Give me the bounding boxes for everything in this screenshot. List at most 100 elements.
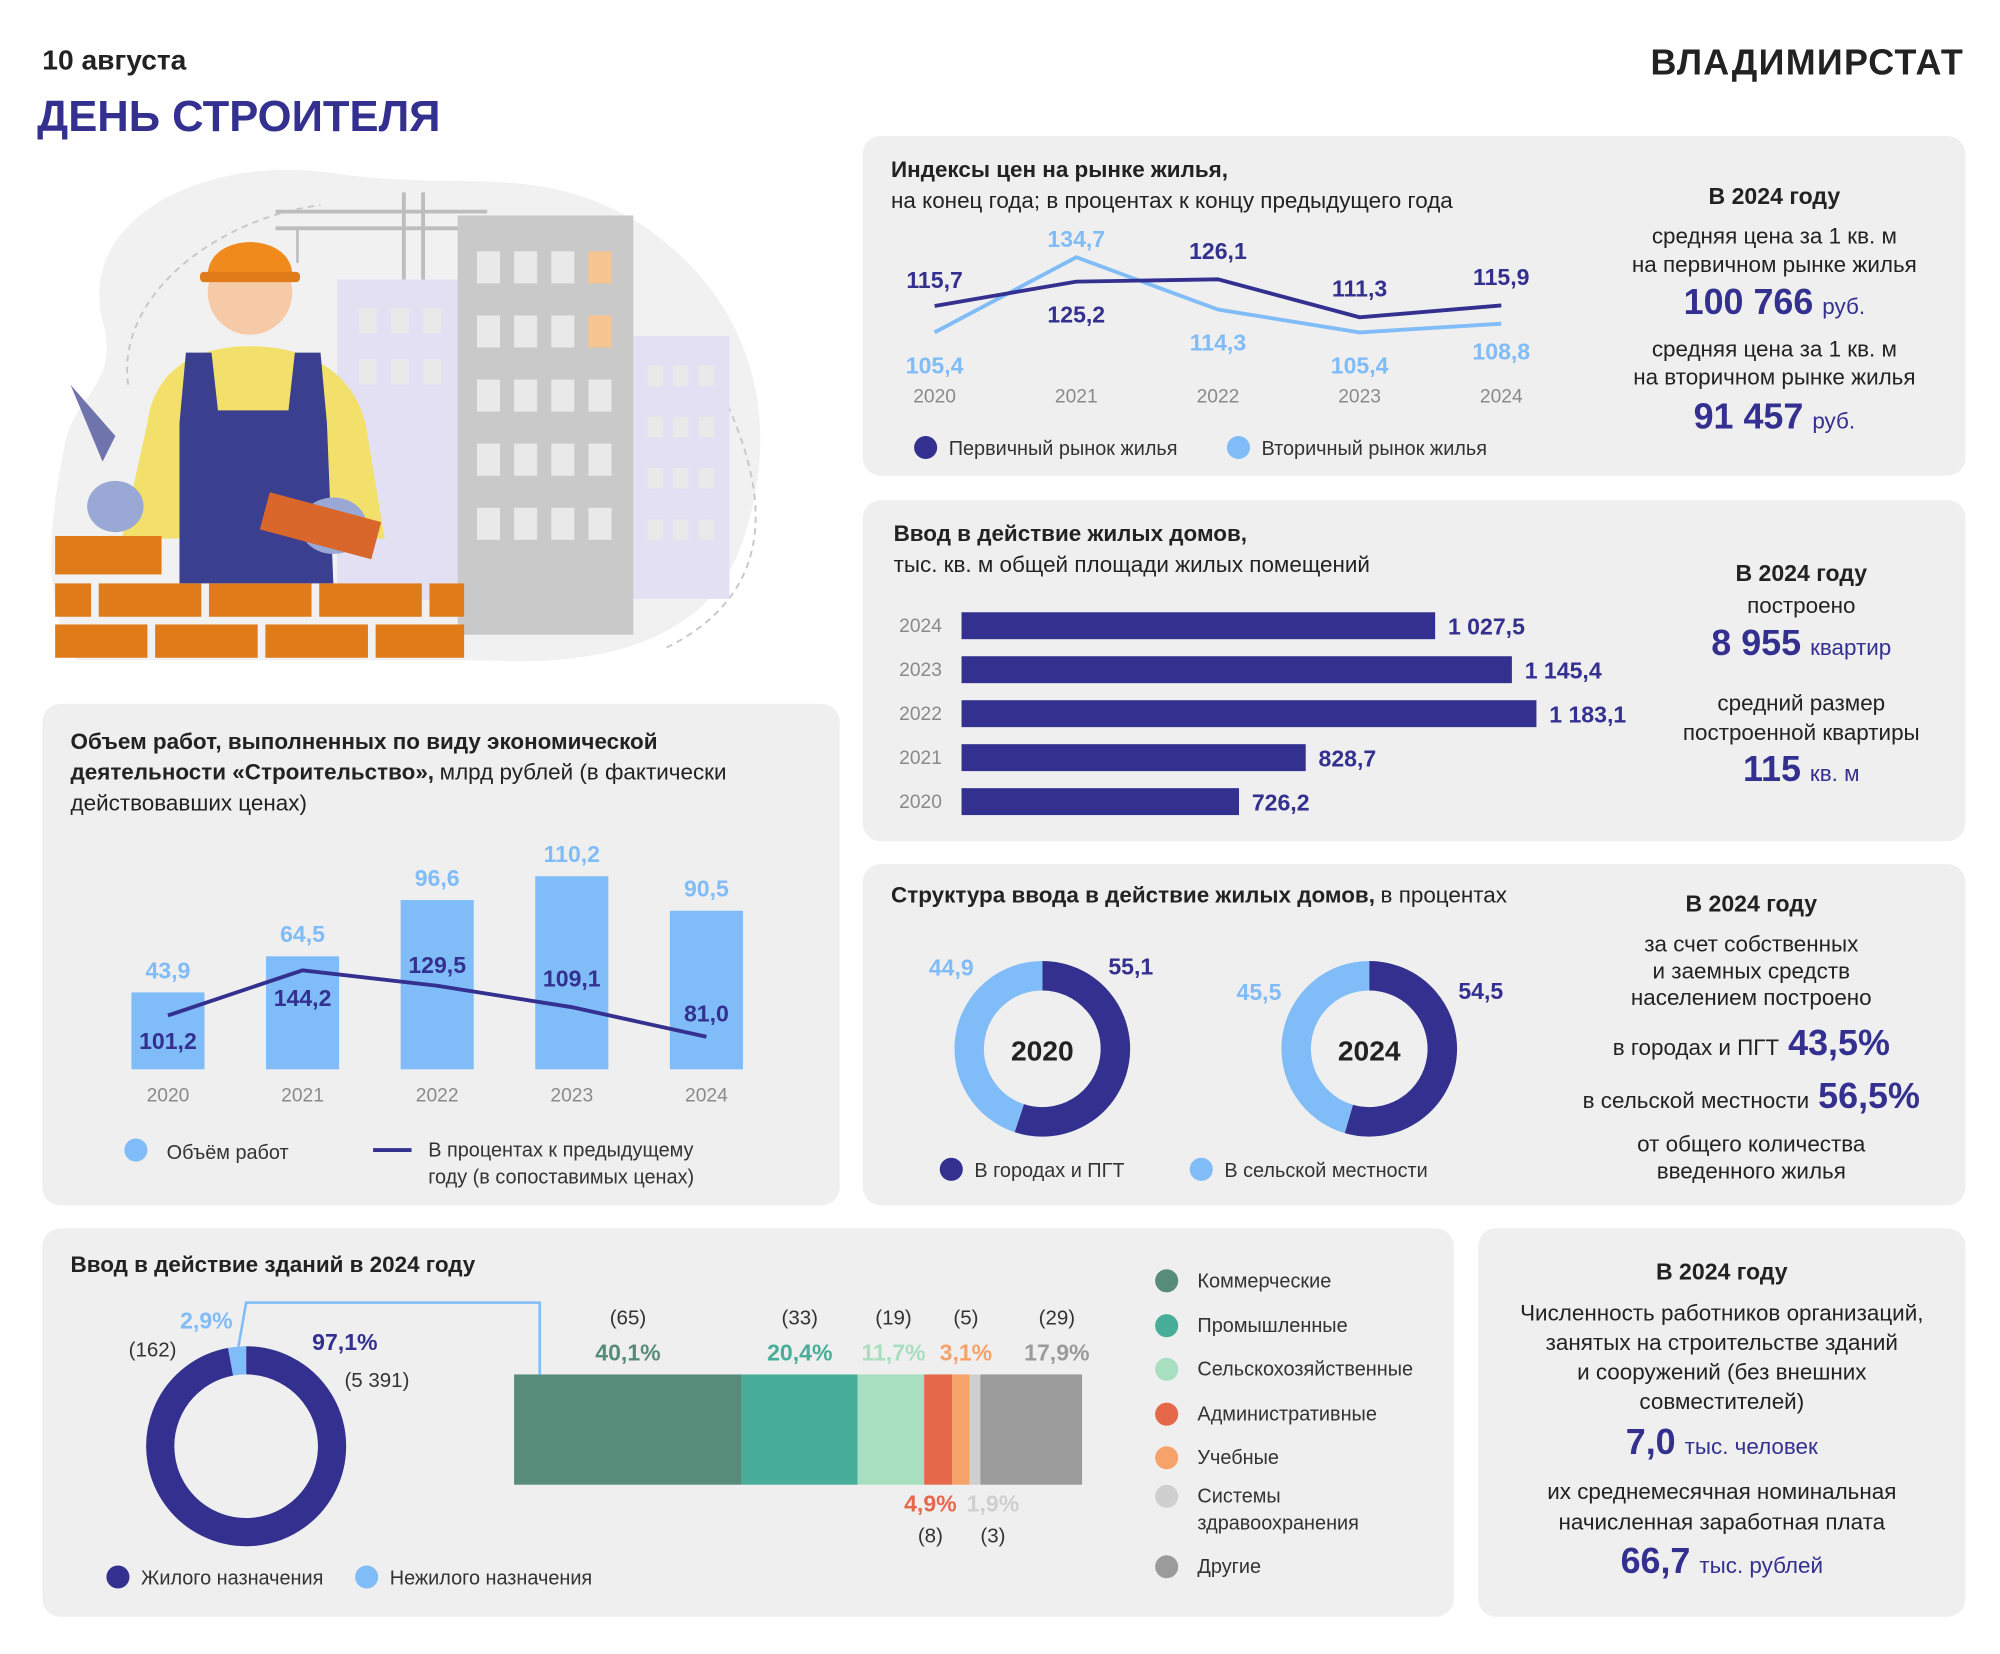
data-label: 1,9% <box>967 1491 1020 1517</box>
illustration-shape <box>55 535 465 658</box>
figure: 115 <box>1743 749 1801 789</box>
data-label: 101,2 <box>139 1028 197 1054</box>
illustration-shape <box>647 365 663 386</box>
data-label: 129,5 <box>408 952 466 978</box>
legend-label: Другие <box>1197 1556 1261 1578</box>
legend-marker <box>914 435 938 460</box>
legend-label: В процентах к предыдущему году (в сопост… <box>428 1139 736 1193</box>
summary-text: на первичном рынке жилья <box>1632 252 1917 277</box>
data-label: 144,2 <box>274 985 332 1011</box>
count-label: (162) <box>129 1338 177 1361</box>
summary-text: и заемных средств <box>1653 958 1850 983</box>
chart-title: Структура ввода в действие жилых домов, в… <box>891 880 1609 911</box>
illustration-shape <box>588 379 612 412</box>
brand: ВЛАДИМИРСТАТ <box>1651 42 1965 82</box>
legend-text: Промышленные <box>1197 1315 1348 1338</box>
x-tick-label: 2023 <box>1338 387 1381 408</box>
illustration-shape <box>514 251 538 284</box>
line <box>933 255 1502 335</box>
illustration-shape <box>698 468 715 489</box>
legend-marker <box>106 1565 130 1589</box>
illustration-shape <box>70 384 116 462</box>
legend-marker <box>1155 1446 1179 1470</box>
illustration-shape <box>698 519 715 540</box>
legend-marker <box>1155 1484 1179 1508</box>
bar <box>961 612 1436 640</box>
count-label: (5 391) <box>344 1369 409 1392</box>
illustration-shape <box>551 315 575 348</box>
data-label: 11,7% <box>861 1339 925 1365</box>
figure: 100 766 <box>1684 282 1814 322</box>
pie-segment <box>228 1346 247 1376</box>
illustration-shape <box>514 315 538 348</box>
legend-marker <box>1155 1555 1179 1579</box>
summary-text: за счет собственных <box>1644 931 1858 956</box>
illustration-shape <box>457 215 634 635</box>
illustration-shape <box>476 251 500 284</box>
data-label: 115,9 <box>1473 264 1529 290</box>
bar <box>961 656 1512 684</box>
bar-segment <box>741 1374 858 1485</box>
illustration <box>51 169 761 662</box>
illustration-shape <box>551 379 575 412</box>
chart-title: Структура ввода в действие жилых домов, в… <box>891 880 1609 911</box>
data-label: 97,1% <box>312 1329 377 1355</box>
chart-title: Ввод в действие жилых домов, тыс. кв. м о… <box>894 518 1612 580</box>
legend-marker <box>1155 1269 1179 1293</box>
legend-label: Коммерческие <box>1197 1269 1441 1296</box>
illustration-shape <box>551 507 575 540</box>
data-label: 109,1 <box>543 966 601 992</box>
summary-heading: В 2024 году <box>1709 183 1841 209</box>
summary-figure: 115 кв. м <box>1743 749 1859 789</box>
count-label: (5) <box>953 1306 978 1329</box>
legend-text: В процентах к предыдущему году (в сопост… <box>428 1139 695 1189</box>
summary-figure: 100 766 руб. <box>1684 282 1865 322</box>
summary-text: населением построено <box>1631 985 1872 1010</box>
data-label: 134,7 <box>1047 226 1105 252</box>
bar <box>131 992 205 1070</box>
illustration-shape <box>55 624 148 658</box>
bar <box>961 744 1306 772</box>
pie-segment <box>1344 960 1457 1137</box>
x-tick-label: 2020 <box>913 387 956 408</box>
legend-label: Сельскохозяйственные <box>1197 1358 1441 1385</box>
summary-text: их среднемесячная номинальная <box>1547 1479 1896 1504</box>
unit: руб. <box>1812 408 1855 433</box>
illustration-shape <box>126 204 757 649</box>
summary-text: построенной квартиры <box>1683 720 1920 745</box>
illustration-shape <box>673 416 689 438</box>
y-tick-label: 2021 <box>899 748 942 769</box>
bar-segment <box>857 1374 925 1485</box>
illustration-shape <box>647 519 663 540</box>
legend-marker <box>1226 435 1250 460</box>
summary-heading: В 2024 году <box>1685 891 1817 917</box>
illustration-shape <box>476 379 500 412</box>
bar <box>266 956 340 1070</box>
illustration-shape <box>514 379 538 412</box>
legend-label: Нежилого назначения <box>390 1568 592 1590</box>
bar <box>961 700 1537 728</box>
count-label: (3) <box>980 1524 1005 1547</box>
legend-label: Вторичный рынок жилья <box>1262 438 1487 460</box>
summary-text: начисленная заработная плата <box>1558 1510 1885 1535</box>
legend-label: В сельской местности <box>1224 1160 1427 1182</box>
illustration-shape <box>514 507 538 540</box>
legend-label: Промышленные <box>1197 1315 1348 1338</box>
legend-label: Сельскохозяйственные <box>1197 1358 1441 1385</box>
subtitle: в процентах <box>1380 882 1508 908</box>
legend-label: Коммерческие <box>1197 1269 1441 1296</box>
illustration-shape <box>358 359 377 385</box>
illustration-shape <box>358 251 715 540</box>
illustration-shape <box>358 307 377 334</box>
data-label: 1 027,5 <box>1448 614 1525 640</box>
illustration-shape <box>588 251 612 284</box>
illustration-shape <box>55 535 162 575</box>
chart-title: Ввод в действие жилых домов, тыс. кв. м о… <box>894 518 1612 580</box>
data-label: 81,0 <box>684 1000 729 1026</box>
summary-text: Численность работников организаций, <box>1520 1301 1923 1326</box>
summary-figure: 8 955 квартир <box>1711 623 1891 663</box>
pie-segment <box>1281 960 1370 1134</box>
legend-label: Первичный рынок жилья <box>949 438 1178 460</box>
data-label: 64,5 <box>280 921 325 947</box>
bar <box>669 910 743 1070</box>
